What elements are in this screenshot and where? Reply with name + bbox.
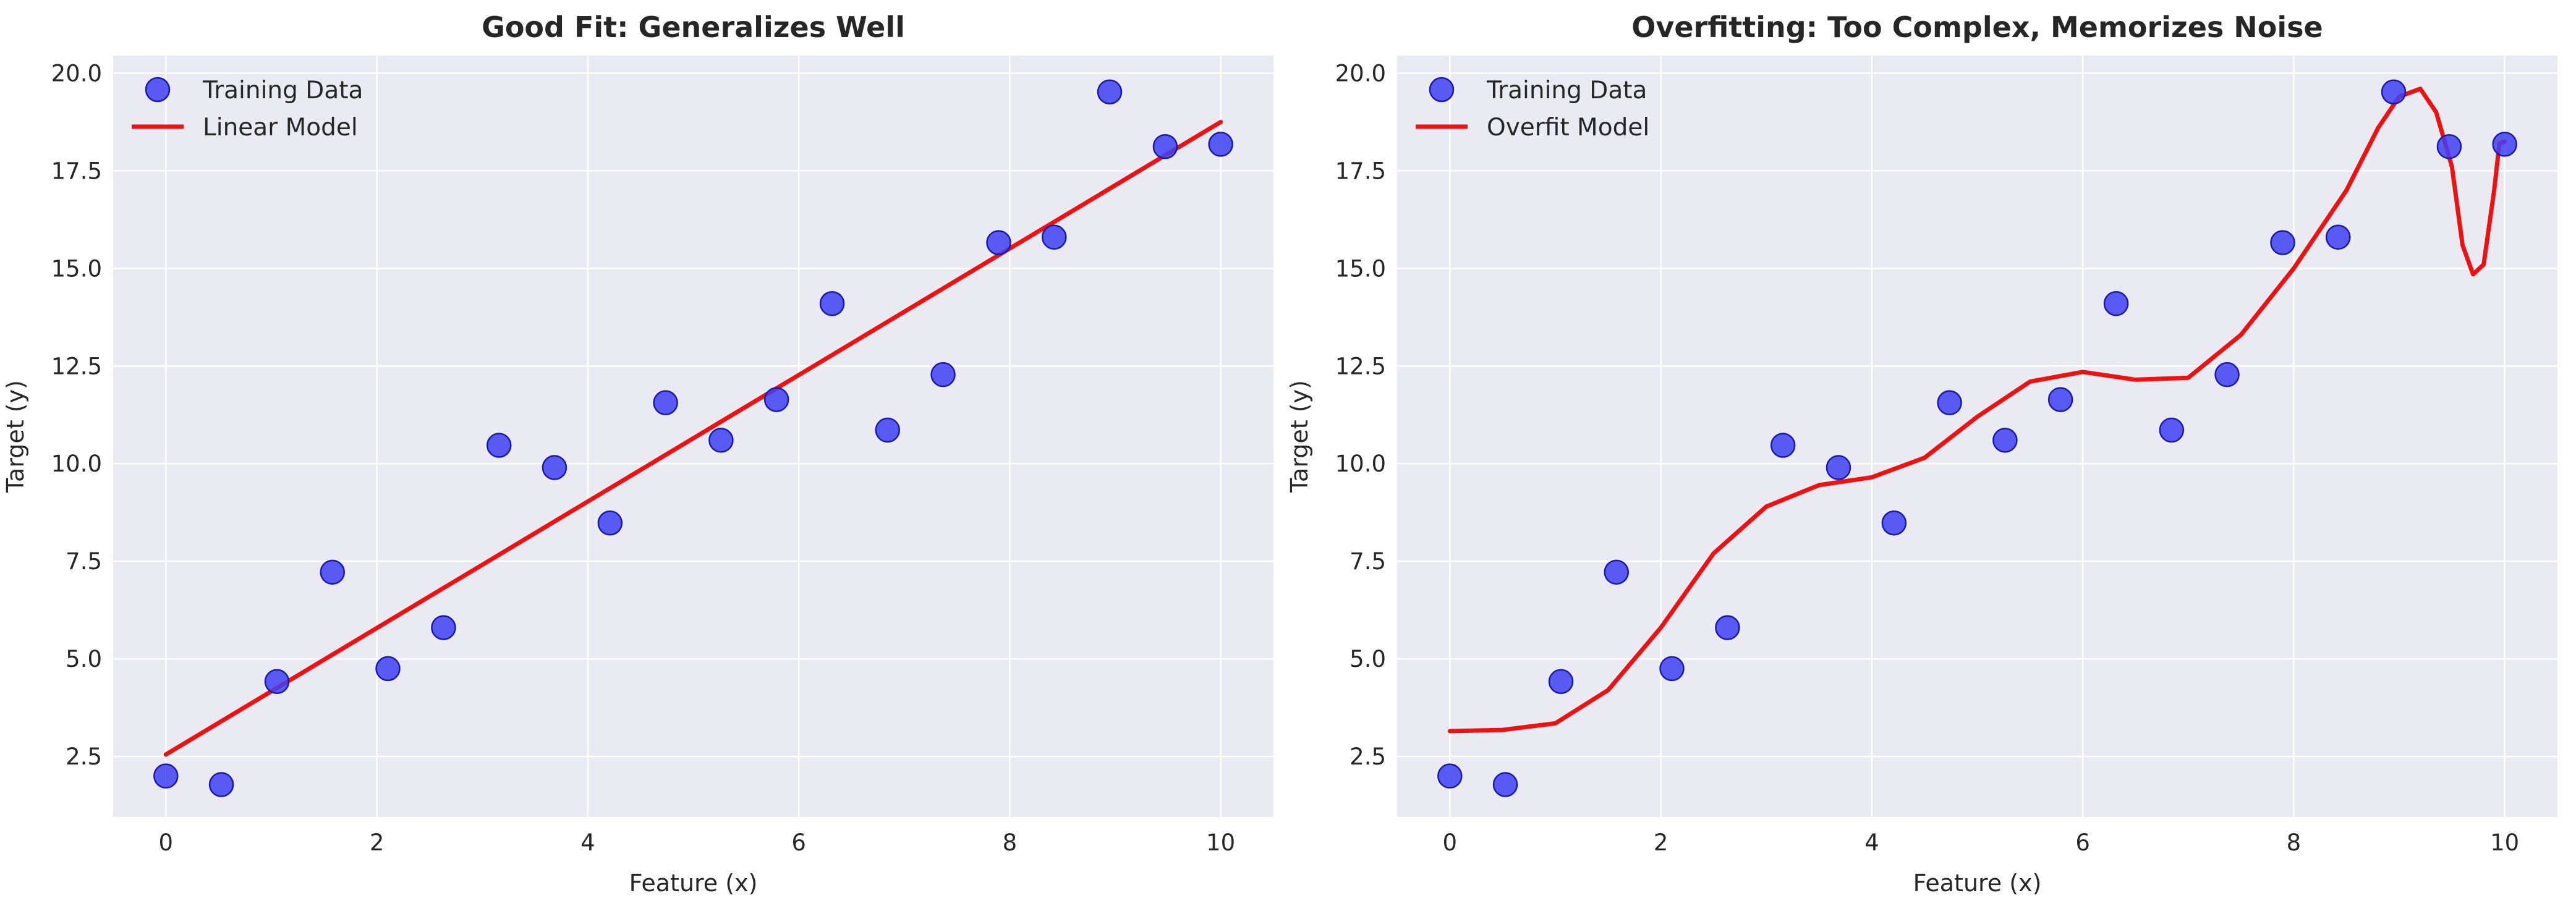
x-tick-label: 2 bbox=[370, 829, 385, 856]
data-point bbox=[1659, 656, 1685, 682]
data-point bbox=[1097, 79, 1123, 105]
data-point bbox=[208, 772, 234, 797]
y-tick-label: 15.0 bbox=[51, 255, 102, 282]
data-point bbox=[375, 656, 401, 682]
data-point bbox=[486, 433, 512, 458]
x-tick-label: 2 bbox=[1654, 829, 1668, 856]
data-point bbox=[986, 230, 1011, 255]
data-point bbox=[153, 763, 179, 789]
chart-title: Overfitting: Too Complex, Memorizes Nois… bbox=[1631, 11, 2323, 44]
data-point bbox=[763, 387, 789, 412]
legend-entry: Linear Model bbox=[203, 114, 358, 142]
y-tick-label: 17.5 bbox=[1335, 158, 1386, 184]
legend-entry: Training Data bbox=[202, 77, 363, 104]
legend: Training Data Linear Model bbox=[132, 77, 363, 142]
data-point bbox=[1208, 132, 1233, 157]
data-point bbox=[1770, 433, 1796, 458]
x-tick-label: 10 bbox=[2490, 829, 2519, 856]
data-point bbox=[264, 669, 290, 695]
data-point bbox=[2381, 79, 2407, 105]
data-point bbox=[819, 290, 845, 316]
y-tick-label: 10.0 bbox=[1335, 451, 1386, 477]
legend-entry: Overfit Model bbox=[1487, 114, 1649, 142]
data-point bbox=[2270, 230, 2295, 255]
data-point bbox=[1437, 763, 1463, 789]
series-line-overfit-model bbox=[1447, 87, 2507, 734]
data-point bbox=[1937, 390, 1962, 415]
data-point bbox=[2436, 133, 2462, 159]
chart-panel-1: 0 2 4 6 8 10 2.5 5.0 7.5 10.0 12.5 15.0 17.5 20.0 Feat… bbox=[2, 11, 1273, 897]
y-tick-label: 17.5 bbox=[51, 158, 102, 184]
data-point bbox=[1492, 772, 1518, 797]
y-tick-label: 12.5 bbox=[51, 353, 102, 379]
plot-area bbox=[1397, 56, 2557, 817]
x-tick-label: 6 bbox=[2075, 829, 2090, 856]
x-tick-label: 8 bbox=[1003, 829, 1018, 856]
data-point bbox=[2325, 224, 2351, 250]
y-tick-label: 5.0 bbox=[1350, 646, 1386, 672]
y-tick-label: 12.5 bbox=[1335, 353, 1386, 379]
x-tick-label: 10 bbox=[1206, 829, 1235, 856]
y-tick-label: 10.0 bbox=[51, 451, 102, 477]
data-point bbox=[2492, 132, 2517, 157]
x-tick-label: 0 bbox=[1443, 829, 1458, 856]
y-tick-label: 7.5 bbox=[1350, 548, 1386, 575]
data-point bbox=[431, 615, 456, 640]
x-tick-label: 6 bbox=[791, 829, 806, 856]
x-tick-label: 8 bbox=[2287, 829, 2302, 856]
legend: Training Data Overfit Model bbox=[1416, 77, 1649, 142]
y-tick-label: 20.0 bbox=[1335, 60, 1386, 87]
data-point bbox=[2047, 387, 2073, 412]
x-tick-label: 4 bbox=[1864, 829, 1879, 856]
x-tick-label: 4 bbox=[580, 829, 595, 856]
data-point bbox=[2159, 417, 2185, 443]
series-line-linear-model bbox=[163, 119, 1223, 757]
y-tick-label: 2.5 bbox=[66, 743, 102, 770]
y-tick-label: 7.5 bbox=[66, 548, 102, 575]
x-axis-label: Feature (x) bbox=[1913, 870, 2042, 897]
data-point bbox=[2214, 362, 2240, 387]
data-point bbox=[930, 362, 956, 387]
data-point bbox=[2103, 290, 2129, 316]
data-point bbox=[1041, 224, 1067, 250]
y-axis-label: Target (y) bbox=[1286, 380, 1313, 493]
y-tick-label: 20.0 bbox=[51, 60, 102, 87]
data-point bbox=[1715, 615, 1740, 640]
x-tick-label: 0 bbox=[159, 829, 174, 856]
data-point bbox=[597, 510, 623, 536]
data-point bbox=[708, 428, 734, 453]
data-point bbox=[1826, 455, 1851, 480]
data-point bbox=[875, 417, 901, 443]
data-point bbox=[1548, 669, 1574, 695]
chart-title: Good Fit: Generalizes Well bbox=[482, 11, 905, 44]
y-axis-label: Target (y) bbox=[2, 380, 29, 493]
x-axis-label: Feature (x) bbox=[629, 870, 758, 897]
y-tick-label: 15.0 bbox=[1335, 255, 1386, 282]
data-point bbox=[653, 390, 678, 415]
legend-entry: Training Data bbox=[1486, 77, 1647, 104]
legend-marker bbox=[1429, 77, 1455, 103]
data-point bbox=[1992, 428, 2018, 453]
chart-panel-2: 0 2 4 6 8 10 2.5 5.0 7.5 10.0 12.5 15.0 17.5 20.0 Feat… bbox=[1286, 11, 2557, 897]
y-tick-label: 2.5 bbox=[1350, 743, 1386, 770]
data-point bbox=[1152, 133, 1178, 159]
legend-marker bbox=[145, 77, 171, 103]
y-tick-label: 5.0 bbox=[66, 646, 102, 672]
data-point bbox=[1604, 559, 1630, 585]
data-point bbox=[542, 455, 567, 480]
data-point bbox=[320, 559, 346, 585]
data-point bbox=[1881, 510, 1907, 536]
